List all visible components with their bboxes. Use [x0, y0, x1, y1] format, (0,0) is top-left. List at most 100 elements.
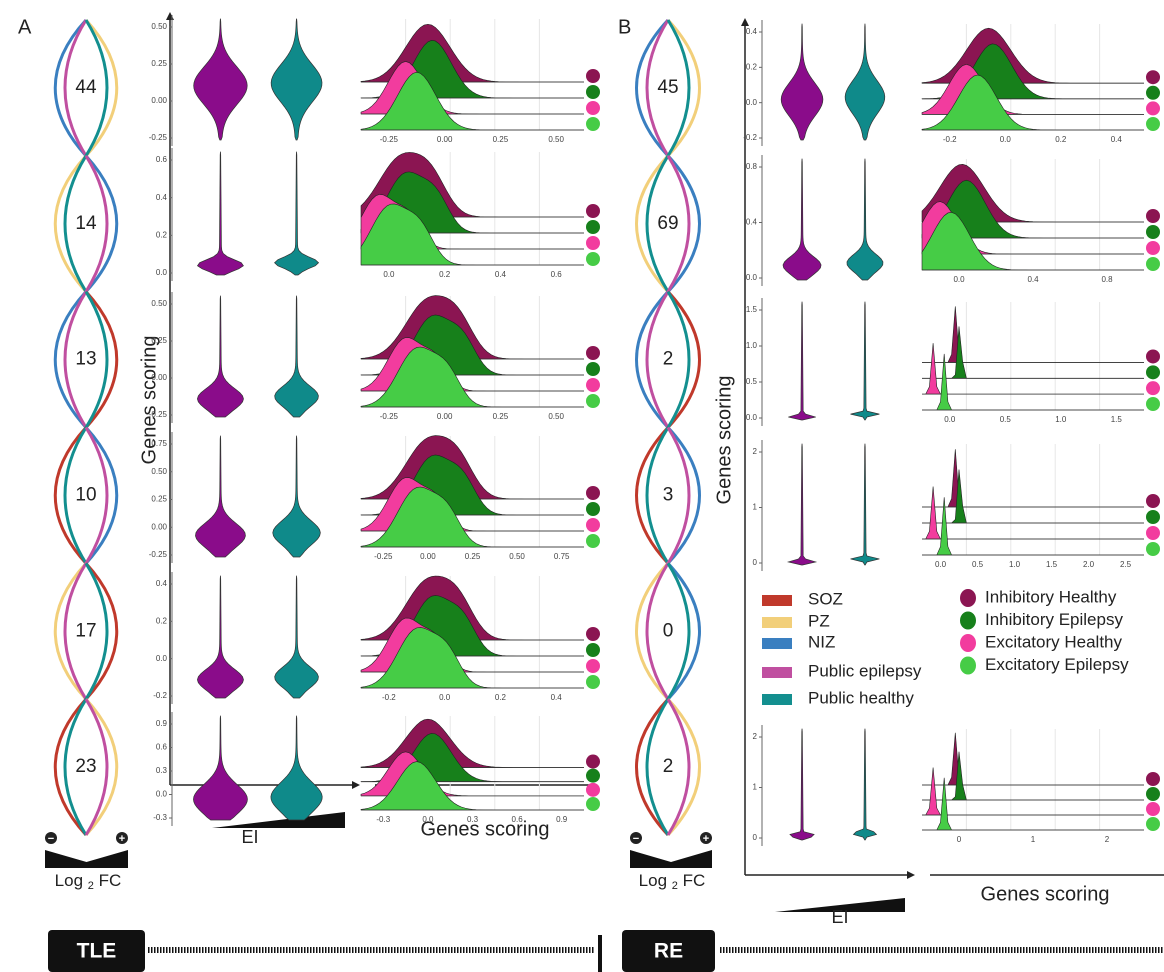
helix-count: 3 [663, 484, 674, 505]
arrow-head [352, 781, 360, 789]
fc-sign-glyph: − [48, 833, 54, 845]
ridge-dot [586, 252, 600, 266]
ridge-dot [586, 675, 600, 689]
ridge-tick-label: 0.50 [548, 412, 564, 421]
ridge-tick-label: 0.0 [953, 275, 965, 284]
legend-dot [960, 612, 976, 630]
ridge-dot [586, 101, 600, 115]
ridge-dot [586, 378, 600, 392]
fc-label-part: 2 [88, 880, 94, 892]
violin [197, 152, 243, 275]
ridge-axis-label: Genes scoring [421, 818, 550, 840]
ridge-dot [1146, 209, 1160, 223]
ridge-dot [1146, 70, 1160, 84]
ridge-tick-label: 0.4 [551, 693, 563, 702]
legend-swatch [762, 694, 792, 705]
panel-letter: A [18, 16, 32, 38]
ridge-dot [586, 769, 600, 783]
fc-label-part: FC [99, 871, 122, 890]
violin-tick-label: 0.0 [156, 268, 168, 277]
violin-tick-label: -0.2 [153, 691, 167, 700]
violin-tick-label: 0 [753, 558, 758, 567]
violin-tick-label: -0.25 [149, 133, 168, 142]
fc-sign-glyph: + [703, 833, 709, 845]
violin-tick-label: 0.00 [151, 522, 167, 531]
violin-tick-label: 0.3 [156, 766, 168, 775]
violin [275, 576, 319, 698]
ridge-tick-label: 0 [957, 835, 962, 844]
arrow-head [907, 871, 915, 879]
violin [781, 24, 823, 140]
violin-tick-label: 0.9 [156, 719, 168, 728]
ridge-tick-label: 1.5 [1111, 415, 1123, 424]
ridge-tick-label: 0.75 [554, 552, 570, 561]
ridge-tick-label: 0.0 [1000, 135, 1012, 144]
ridge-dot [586, 627, 600, 641]
legend-dot [960, 634, 976, 652]
ridge-density [922, 306, 1144, 362]
ridge-dot [586, 486, 600, 500]
ridge-dot [1146, 494, 1160, 508]
ridge-tick-label: 0.2 [439, 270, 451, 279]
helix-count: 10 [75, 484, 96, 505]
ridge-dot [1146, 257, 1160, 271]
violin-tick-label: 0.4 [746, 27, 758, 36]
ridge-tick-label: 0.0 [383, 270, 395, 279]
ridge-dot [586, 236, 600, 250]
fc-sign-glyph: + [119, 833, 125, 845]
violin [271, 19, 322, 140]
violin [197, 296, 243, 417]
violin [783, 159, 821, 280]
ridge-tick-label: 1.0 [1009, 560, 1021, 569]
legend-label: SOZ [808, 589, 843, 608]
ridge-dot [1146, 349, 1160, 363]
ridge-tick-label: 0.4 [1027, 275, 1039, 284]
violin-tick-label: -0.3 [153, 813, 167, 822]
helix-count: 14 [75, 213, 97, 234]
ridge-tick-label: -0.25 [374, 552, 393, 561]
ridge-tick-label: -0.2 [943, 135, 957, 144]
ridge-tick-label: -0.3 [376, 815, 390, 824]
ridge-dot [1146, 772, 1160, 786]
legend-label: Inhibitory Epilepsy [985, 610, 1123, 629]
ridge-tick-label: 1.5 [1046, 560, 1058, 569]
ridge-tick-label: 0.8 [1101, 275, 1113, 284]
violin-tick-label: 1.5 [746, 305, 758, 314]
ridge-tick-label: 2 [1105, 835, 1110, 844]
legend-label: NIZ [808, 632, 835, 651]
ridge-tick-label: 0.0 [439, 693, 451, 702]
ridge-tick-label: 0.2 [495, 693, 507, 702]
fc-label-part: 2 [672, 880, 678, 892]
figure: A441413101723−+Log 2 FCGenes scoringEIGe… [0, 0, 1164, 972]
helix-count: 45 [657, 77, 678, 98]
fc-label: Log 2 FC [55, 871, 122, 894]
violin [273, 436, 321, 557]
violin [851, 444, 880, 565]
violin-tick-label: 0.0 [746, 413, 758, 422]
ridge-dot [1146, 526, 1160, 540]
violin [194, 19, 248, 140]
ridge-density [922, 449, 1144, 507]
arrow-head [166, 12, 174, 20]
violin-tick-label: 0.2 [746, 62, 758, 71]
violin-tick-label: 0.00 [151, 373, 167, 382]
legend-swatch [762, 617, 792, 628]
helix-count: 2 [663, 349, 674, 370]
ridge-dot [586, 643, 600, 657]
ridge-tick-label: 0.2 [1055, 135, 1067, 144]
ridge-density [922, 212, 1144, 270]
ridge-dot [586, 659, 600, 673]
fc-label-part: Log [55, 871, 83, 890]
violin-tick-label: 0.2 [156, 616, 168, 625]
violin [275, 152, 319, 275]
violin [195, 436, 245, 557]
violin-tick-label: 0.8 [746, 162, 758, 171]
violin [271, 716, 322, 820]
violin-tick-label: 1 [753, 503, 758, 512]
violin-tick-label: 0.5 [746, 377, 758, 386]
fc-wedge [630, 850, 712, 868]
helix-count: 0 [663, 620, 674, 641]
ridge-tick-label: 0.50 [509, 552, 525, 561]
ridge-tick-label: 0.5 [972, 560, 984, 569]
violin-tick-label: 2 [753, 447, 758, 456]
